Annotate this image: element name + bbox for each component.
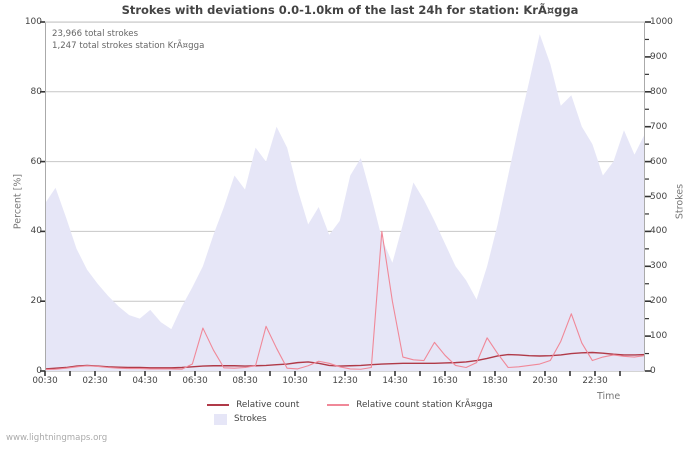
y-axis-left-tick-label: 0 [36, 366, 42, 376]
legend-row-primary: Relative count Relative count station KrÃ… [0, 398, 700, 412]
y-axis-right-tick-label: 400 [650, 226, 668, 237]
legend-item[interactable]: Relative count station KrÃ¤gga [327, 400, 493, 410]
y-axis-left-tick-label: 40 [30, 226, 42, 237]
y-axis-right: 0 100 200 300 400 500 600 700 800 900 1000 [650, 0, 698, 450]
annotation-total-strokes: 23,966 total strokes [52, 29, 139, 39]
x-axis-tick-label: 06:30 [182, 376, 208, 386]
x-axis-tick-label: 10:30 [282, 376, 308, 386]
legend-label: Relative count [236, 400, 300, 410]
x-axis-tick-label: 14:30 [382, 376, 408, 386]
y-axis-right-tick-label: 600 [650, 156, 668, 167]
legend-label: Relative count station KrÃ¤gga [356, 400, 493, 410]
y-axis-right-tick-label: 100 [650, 331, 668, 342]
x-axis-tick-label: 04:30 [132, 376, 158, 386]
chart-legend: Relative count Relative count station KrÃ… [0, 398, 700, 426]
y-axis-right-tick-label: 200 [650, 296, 668, 307]
y-axis-right-tick-label: 300 [650, 261, 668, 272]
x-axis-title: Time [597, 391, 621, 402]
x-axis-tick-label: 02:30 [82, 376, 108, 386]
y-axis-right-tick-label: 900 [650, 51, 668, 62]
y-axis-left-tick-label: 60 [30, 156, 42, 167]
x-axis-tick-label: 12:30 [332, 376, 358, 386]
y-axis-right-tick-label: 700 [650, 121, 668, 132]
legend-line-swatch [327, 404, 350, 406]
chart-title: Strokes with deviations 0.0-1.0km of the… [121, 3, 579, 17]
legend-line-swatch [207, 404, 230, 406]
footer-watermark: www.lightningmaps.org [6, 433, 108, 443]
y-axis-left-tick-label: 80 [30, 86, 42, 97]
x-axis-tick-label: 08:30 [232, 376, 258, 386]
y-axis-right-title: Strokes [674, 183, 686, 220]
y-axis-right-tick-label: 0 [650, 366, 656, 376]
legend-area-swatch [214, 413, 227, 425]
y-axis-left-tick-label: 100 [24, 17, 42, 27]
y-axis-left-tick-label: 20 [30, 296, 42, 307]
legend-item[interactable]: Relative count [207, 400, 299, 410]
y-axis-right-tick-label: 800 [650, 86, 668, 97]
legend-label: Strokes [234, 414, 267, 424]
y-axis-left-title: Percent [%] [12, 173, 24, 230]
annotation-station-strokes: 1,247 total strokes station KrÃ¤gga [52, 41, 205, 51]
y-axis-right-tick-label: 1000 [650, 17, 673, 27]
y-axis-right-tick-label: 500 [650, 191, 668, 202]
x-axis-tick-label: 00:30 [32, 376, 58, 386]
x-axis-tick-label: 22:30 [582, 376, 608, 386]
legend-item[interactable]: Strokes [214, 413, 267, 425]
x-axis-tick-label: 20:30 [532, 376, 558, 386]
x-axis-tick-label: 16:30 [432, 376, 458, 386]
x-axis-tick-label: 18:30 [482, 376, 508, 386]
legend-row-secondary: Strokes [0, 412, 700, 426]
y-axis-left: 0 20 40 60 80 100 [0, 0, 42, 450]
